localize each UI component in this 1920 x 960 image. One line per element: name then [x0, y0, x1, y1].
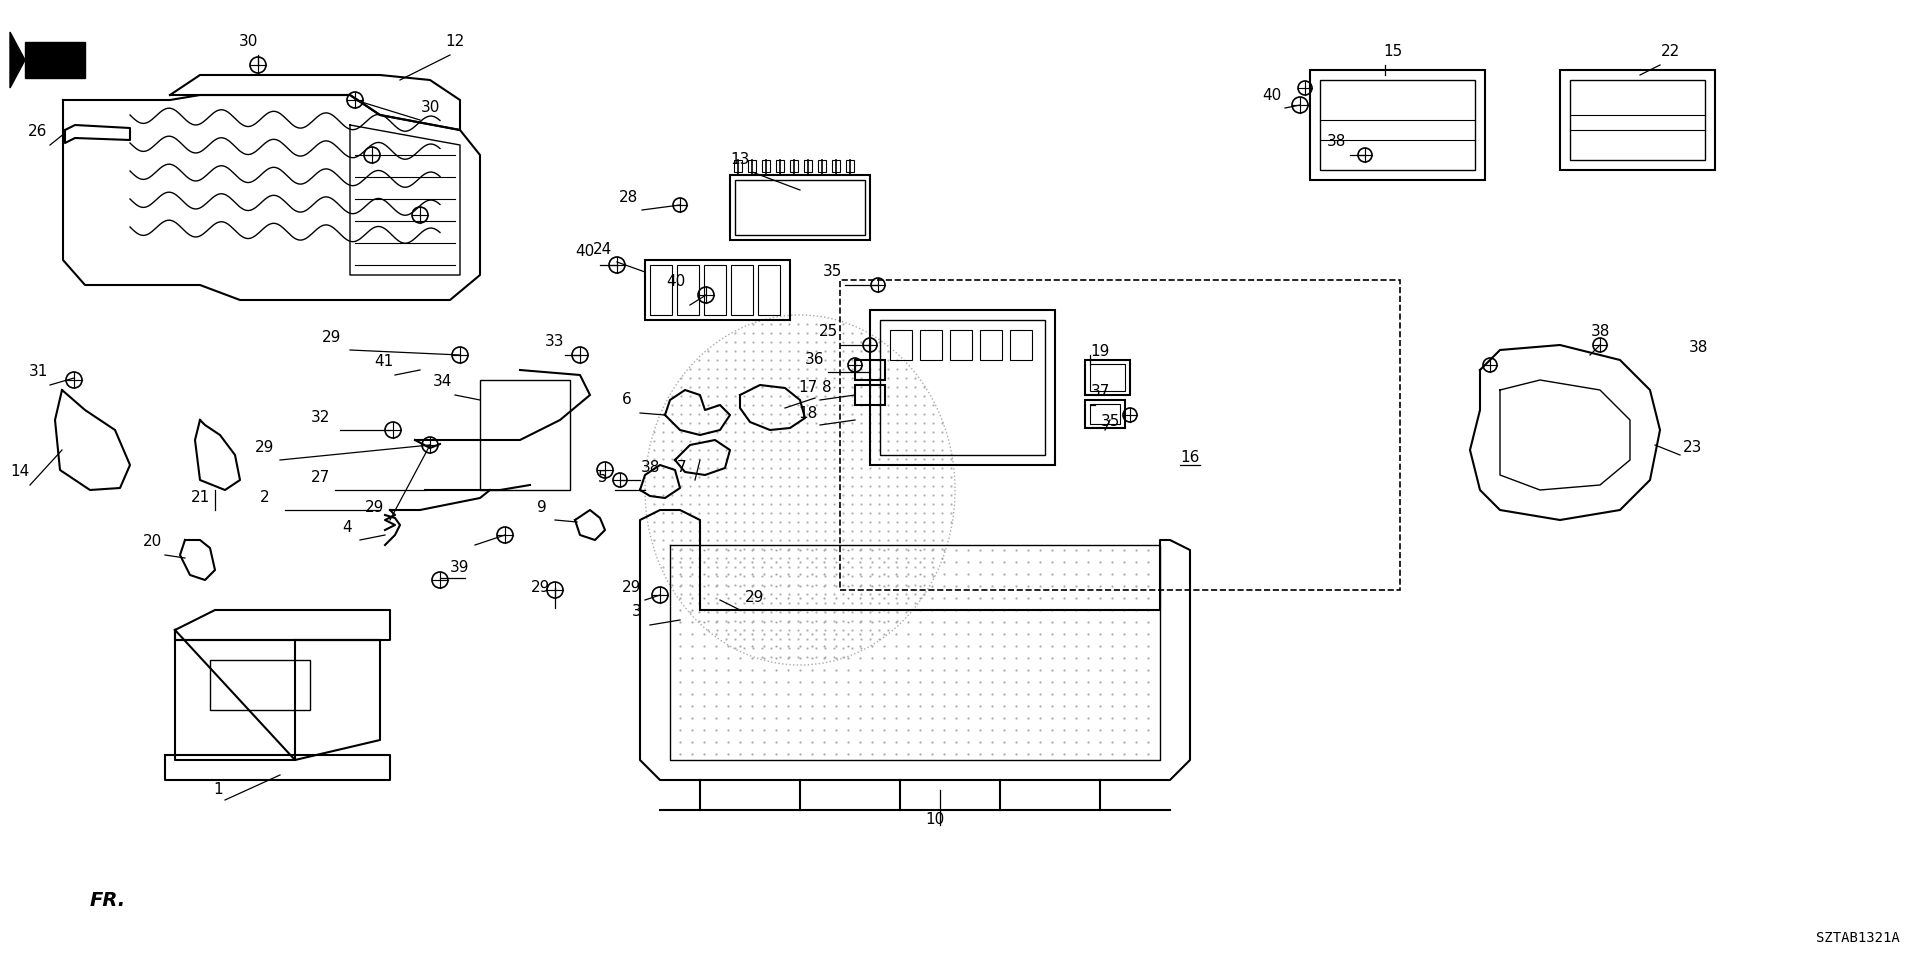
Bar — [854, 385, 885, 405]
Text: 40: 40 — [576, 245, 595, 259]
Bar — [705, 265, 726, 315]
Text: 12: 12 — [445, 35, 465, 50]
Text: 21: 21 — [190, 491, 209, 506]
Bar — [804, 160, 812, 172]
Text: 8: 8 — [822, 380, 831, 396]
Text: 19: 19 — [1091, 345, 1110, 359]
Text: 30: 30 — [420, 100, 440, 114]
Bar — [854, 360, 885, 380]
Text: 35: 35 — [1100, 415, 1119, 429]
Bar — [776, 160, 783, 172]
Text: 41: 41 — [374, 354, 394, 370]
Text: 14: 14 — [10, 465, 29, 479]
Bar — [879, 320, 1044, 455]
Bar — [732, 265, 753, 315]
Bar — [1010, 330, 1033, 360]
Text: 34: 34 — [434, 374, 453, 390]
Bar — [730, 175, 870, 240]
Text: 36: 36 — [804, 351, 826, 367]
Text: 23: 23 — [1684, 441, 1703, 455]
Text: 40: 40 — [1261, 87, 1283, 103]
Bar — [1085, 400, 1125, 428]
Text: FR.: FR. — [90, 891, 127, 909]
Bar — [1091, 364, 1125, 391]
Text: 18: 18 — [799, 405, 818, 420]
Bar — [1091, 404, 1119, 424]
Text: 29: 29 — [532, 580, 551, 594]
Bar — [1559, 70, 1715, 170]
Text: 27: 27 — [311, 469, 330, 485]
Text: 6: 6 — [622, 393, 632, 407]
Bar — [950, 330, 972, 360]
Text: 29: 29 — [255, 440, 275, 454]
Bar — [920, 330, 943, 360]
Text: 38: 38 — [639, 461, 660, 475]
Text: 22: 22 — [1661, 44, 1680, 60]
Text: 28: 28 — [618, 189, 637, 204]
Text: 40: 40 — [666, 275, 685, 290]
Text: 31: 31 — [29, 365, 48, 379]
Text: 2: 2 — [261, 490, 271, 505]
Text: 38: 38 — [1327, 134, 1346, 150]
Bar — [758, 265, 780, 315]
Text: 16: 16 — [1181, 450, 1200, 466]
Text: 33: 33 — [545, 334, 564, 349]
Bar — [831, 160, 841, 172]
Text: 26: 26 — [29, 125, 48, 139]
Text: 29: 29 — [745, 590, 764, 606]
Text: 15: 15 — [1384, 44, 1404, 60]
Bar — [789, 160, 799, 172]
Bar — [841, 280, 1400, 590]
Bar — [749, 160, 756, 172]
Text: 7: 7 — [678, 461, 687, 475]
Bar — [678, 265, 699, 315]
Text: 9: 9 — [538, 500, 547, 516]
Text: 24: 24 — [593, 242, 612, 256]
Bar — [891, 330, 912, 360]
Bar — [1085, 360, 1131, 395]
Text: 20: 20 — [142, 535, 161, 549]
Text: 5: 5 — [599, 470, 609, 486]
Bar — [480, 380, 570, 490]
Bar — [1321, 80, 1475, 170]
Text: 25: 25 — [818, 324, 837, 340]
Text: 29: 29 — [323, 329, 342, 345]
Bar — [209, 660, 309, 710]
Bar — [762, 160, 770, 172]
Text: SZTAB1321A: SZTAB1321A — [1816, 931, 1901, 945]
Text: 1: 1 — [213, 782, 223, 798]
Text: 35: 35 — [822, 265, 841, 279]
Bar — [1309, 70, 1484, 180]
Bar — [645, 260, 789, 320]
Text: 17: 17 — [799, 380, 818, 396]
Text: 30: 30 — [238, 35, 257, 50]
Bar — [735, 180, 866, 235]
Bar — [979, 330, 1002, 360]
Text: 3: 3 — [632, 605, 641, 619]
Bar — [651, 265, 672, 315]
Text: 4: 4 — [342, 519, 351, 535]
Text: 32: 32 — [311, 410, 330, 424]
Bar — [1571, 80, 1705, 160]
Text: 37: 37 — [1091, 385, 1110, 399]
Bar — [870, 310, 1054, 465]
Text: 13: 13 — [730, 152, 749, 166]
Text: 39: 39 — [451, 560, 470, 574]
Polygon shape — [10, 32, 25, 88]
Text: 38: 38 — [1688, 340, 1707, 354]
Text: 10: 10 — [925, 812, 945, 828]
Bar — [733, 160, 741, 172]
Text: 29: 29 — [622, 580, 641, 594]
Bar — [847, 160, 854, 172]
Text: 29: 29 — [365, 499, 384, 515]
Text: 38: 38 — [1590, 324, 1609, 340]
Bar — [818, 160, 826, 172]
Polygon shape — [25, 42, 84, 78]
